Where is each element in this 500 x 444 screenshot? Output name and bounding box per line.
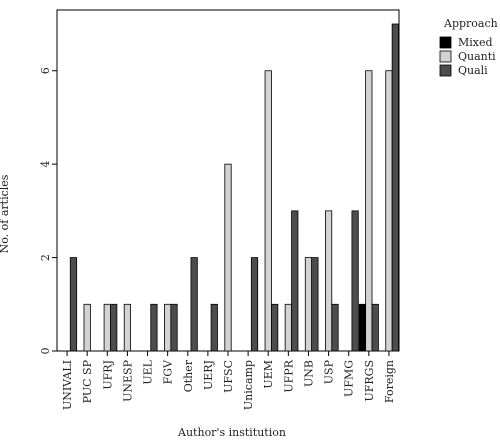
bar-ufrj-quanti (103, 303, 111, 352)
x-tick-label-6: Other (182, 359, 195, 392)
legend-label-mixed: Mixed (458, 36, 493, 49)
x-tick-label-1: PUC SP (81, 359, 94, 403)
legend-title: Approach (443, 17, 498, 30)
bar-foreign-quali (391, 23, 399, 352)
bar-unb-quanti (304, 257, 313, 352)
bar-univali-quali (69, 257, 78, 352)
bar-other-quali (190, 257, 198, 352)
bars (69, 23, 399, 352)
x-tick-label-9: Unicamp (242, 360, 255, 410)
x-tick-label-10: UEM (262, 360, 275, 389)
bar-uem-quanti (264, 70, 272, 352)
y-tick-label-0: 0 (39, 348, 52, 355)
x-tick-label-11: UFPR (282, 359, 295, 392)
x-tick-label-16: Foreign (383, 360, 396, 403)
x-tick-label-14: UFMG (343, 360, 356, 397)
bar-ufrj-quali (110, 303, 118, 352)
bar-uem-quali (271, 303, 279, 352)
x-tick-label-15: UFRGS (363, 360, 376, 402)
legend-swatch-quali (439, 64, 452, 77)
bar-puc-sp-quanti (83, 303, 91, 352)
bar-foreign-quanti (385, 70, 393, 352)
bar-ufpr-quanti (284, 303, 292, 352)
x-tick-label-13: USP (323, 359, 336, 384)
bar-fgv-quanti (164, 303, 172, 352)
legend-label-quanti: Quanti (458, 50, 496, 63)
bar-ufrgs-quali (371, 303, 379, 352)
x-tick-label-2: UFRJ (101, 360, 114, 390)
bar-ufrgs-quanti (365, 70, 373, 352)
bar-usp-quanti (324, 210, 333, 352)
bar-ufrgs-mixed (358, 303, 367, 352)
y-axis: 0 2 4 6 (39, 67, 57, 355)
y-tick-label-1: 2 (39, 254, 52, 261)
bar-uerj-quali (210, 303, 218, 352)
y-axis-label: No. of articles (0, 174, 11, 253)
bar-uel-quali (150, 303, 158, 352)
x-tick-label-0: UNIVALI (61, 360, 74, 410)
legend-label-quali: Quali (458, 64, 488, 77)
x-tick-label-3: UNESP (121, 359, 134, 401)
x-tick-label-7: UERJ (202, 360, 215, 390)
x-tick-label-4: UEL (142, 359, 155, 384)
bar-fgv-quali (170, 303, 178, 352)
bar-unb-quali (311, 257, 319, 352)
y-tick-label-2: 4 (39, 161, 52, 168)
bar-unicamp-quali (250, 257, 259, 352)
x-tick-label-8: UFSC (222, 360, 235, 393)
x-tick-label-5: FGV (162, 359, 175, 384)
bar-usp-quali (331, 303, 339, 352)
legend-swatch-mixed (439, 36, 452, 49)
y-tick-label-3: 6 (39, 67, 52, 74)
x-axis: UNIVALI PUC SP UFRJ UNESP UEL FGV Other UERJ UFS… (61, 351, 396, 410)
bar-unesp-quanti (123, 303, 132, 352)
legend-swatch-quanti (439, 50, 452, 63)
bar-ufmg-quali (351, 210, 359, 352)
bar-ufsc-quanti (224, 163, 232, 352)
x-axis-label: Author's institution (177, 426, 286, 439)
bar-ufpr-quali (291, 210, 299, 352)
x-tick-label-12: UNB (302, 360, 315, 387)
